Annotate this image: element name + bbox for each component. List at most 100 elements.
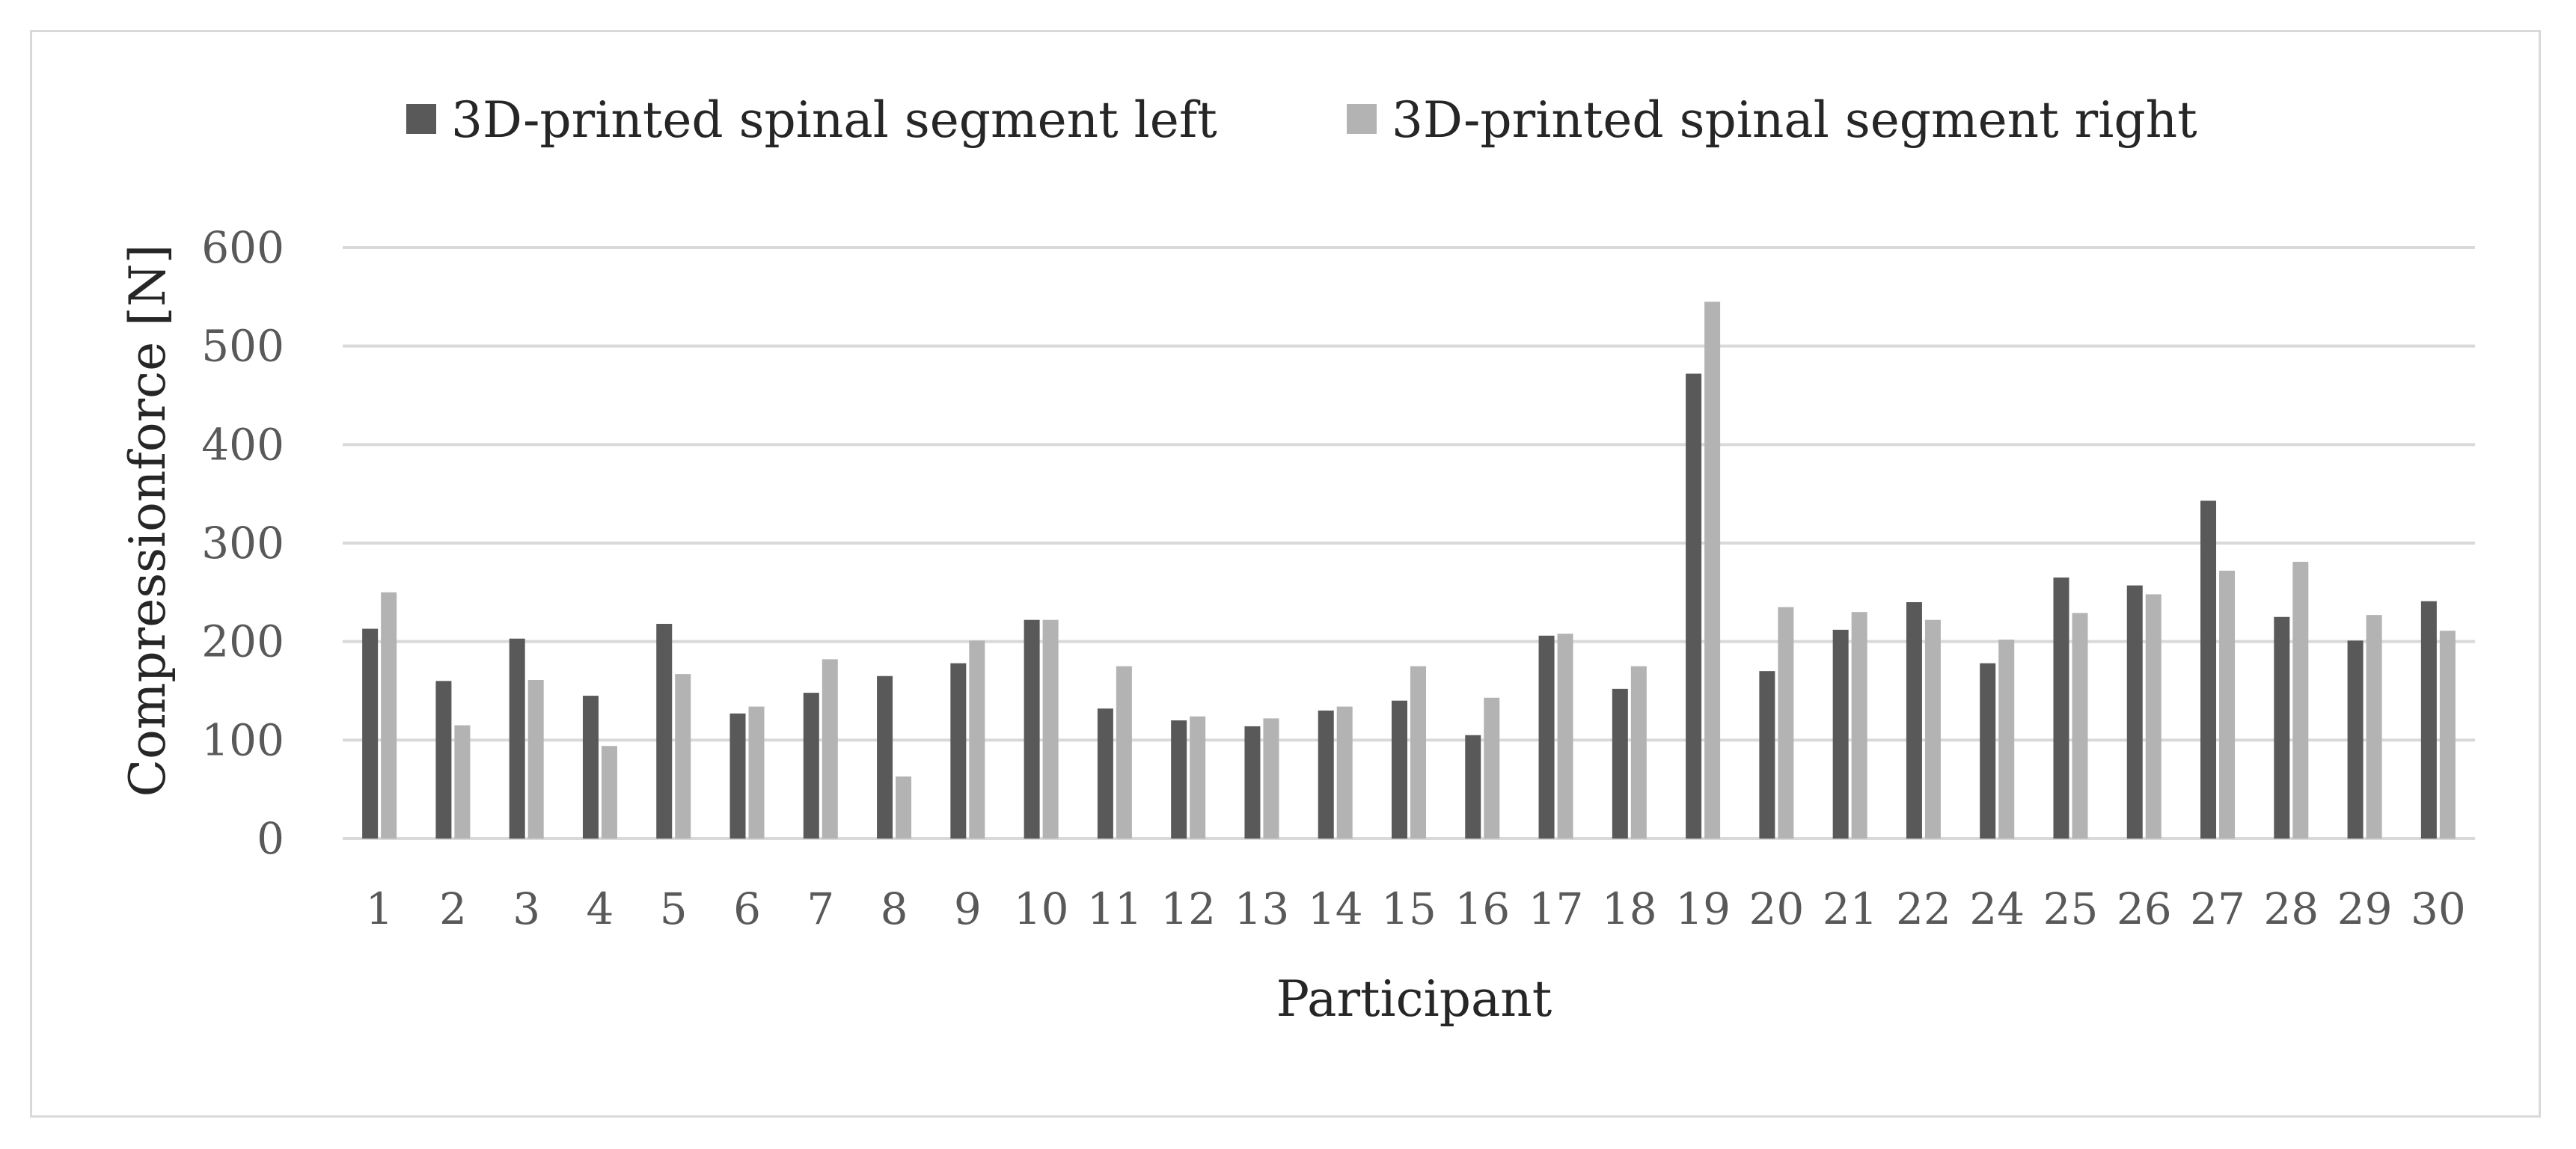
bar-right-5 [675,674,691,839]
bar-right-29 [2366,615,2382,839]
bar-left-30 [2420,601,2437,839]
bar-left-6 [729,713,746,839]
bar-right-13 [1263,718,1279,839]
bar-right-19 [1704,301,1721,839]
bar-right-24 [1998,640,2015,839]
x-tick-label: 4 [587,883,614,934]
y-tick-label: 400 [201,419,284,470]
x-tick-label: 21 [1823,883,1878,934]
x-tick-label: 5 [660,883,688,934]
bar-right-4 [601,746,617,839]
x-tick-label: 19 [1675,883,1731,934]
bar-right-16 [1484,697,1500,839]
bar-left-16 [1465,735,1481,839]
bar-left-4 [582,696,599,839]
bar-right-25 [2072,613,2088,839]
x-tick-label: 10 [1014,883,1069,934]
bar-right-28 [2292,562,2309,839]
bar-right-20 [1778,607,1794,839]
legend-swatch-left [406,104,436,134]
bar-left-2 [435,681,452,839]
y-tick-label: 500 [201,321,284,372]
y-tick-label: 300 [201,518,284,569]
bar-right-15 [1410,666,1426,839]
bar-right-21 [1851,612,1867,839]
x-tick-label: 11 [1087,883,1142,934]
bar-left-18 [1612,688,1628,839]
x-tick-label: 13 [1235,883,1290,934]
bar-left-24 [1980,663,1996,839]
bar-left-26 [2126,585,2143,839]
y-axis-ticks: 0 100 200 300 400 500 600 [201,222,284,864]
legend-swatch-right [1347,104,1377,134]
bar-right-10 [1042,619,1059,839]
x-tick-label: 16 [1454,883,1510,934]
x-tick-label: 26 [2117,883,2172,934]
x-tick-label: 20 [1749,883,1804,934]
y-tick-label: 600 [201,222,284,273]
bar-right-8 [896,776,912,839]
x-tick-label: 25 [2043,883,2099,934]
bar-left-20 [1759,671,1775,839]
x-tick-label: 18 [1602,883,1657,934]
bar-left-15 [1392,700,1407,839]
y-tick-label: 100 [201,714,284,765]
bar-right-3 [527,680,544,839]
y-tick-label: 0 [257,813,284,864]
x-tick-label: 27 [2190,883,2245,934]
x-tick-label: 3 [513,883,540,934]
chart-frame [30,30,2541,1118]
bar-left-9 [950,663,967,839]
x-tick-label: 2 [439,883,467,934]
bars [362,301,2456,839]
bar-left-10 [1024,619,1040,839]
x-tick-label: 1 [366,883,394,934]
bar-right-14 [1336,706,1353,839]
bar-right-11 [1116,666,1132,839]
x-tick-label: 12 [1160,883,1216,934]
y-tick-label: 200 [201,616,284,667]
bar-left-5 [656,623,673,839]
bar-right-6 [748,706,765,839]
legend-label-right: 3D-printed spinal segment right [1392,91,2197,149]
x-axis-title: Participant [1276,970,1552,1028]
bar-left-19 [1686,373,1702,839]
x-tick-label: 8 [881,883,908,934]
x-tick-label: 9 [954,883,982,934]
bar-right-17 [1557,634,1573,839]
x-tick-label: 6 [733,883,761,934]
bar-left-22 [1906,602,1922,839]
bar-left-25 [2053,577,2069,839]
bar-left-7 [803,693,819,839]
x-tick-label: 14 [1308,883,1363,934]
x-tick-label: 24 [1969,883,2025,934]
bar-left-3 [509,638,525,839]
bar-right-12 [1190,716,1206,839]
y-axis-title: Compressionforce [N] [119,245,177,797]
bar-left-13 [1244,726,1261,839]
x-tick-label: 30 [2411,883,2466,934]
x-axis-ticks: 1 2 3 4 5 6 7 8 9 10 11 12 13 14 15 16 17 18 19 20 21 22 24 25 2… [366,883,2466,934]
legend-label-left: 3D-printed spinal segment left [451,91,1217,149]
bar-left-11 [1097,708,1113,839]
bar-left-21 [1832,629,1849,839]
bar-left-8 [877,675,893,839]
bar-left-1 [362,628,379,839]
bar-right-7 [822,659,838,839]
x-tick-label: 17 [1529,883,1584,934]
x-tick-label: 22 [1896,883,1951,934]
x-tick-label: 29 [2337,883,2393,934]
bar-right-27 [2219,570,2236,839]
bar-left-27 [2200,500,2217,839]
bar-right-26 [2145,594,2162,839]
bar-left-29 [2347,640,2364,839]
bar-left-12 [1171,720,1187,839]
gridlines [343,246,2475,840]
x-tick-label: 28 [2263,883,2319,934]
bar-left-17 [1538,635,1555,839]
bar-right-2 [454,725,471,839]
bar-right-30 [2439,631,2456,839]
bar-left-14 [1318,710,1334,839]
bar-left-28 [2274,616,2290,839]
